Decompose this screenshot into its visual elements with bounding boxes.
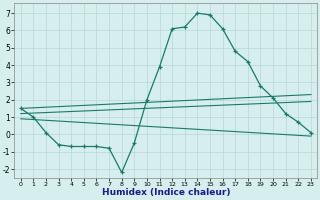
X-axis label: Humidex (Indice chaleur): Humidex (Indice chaleur) (101, 188, 230, 197)
